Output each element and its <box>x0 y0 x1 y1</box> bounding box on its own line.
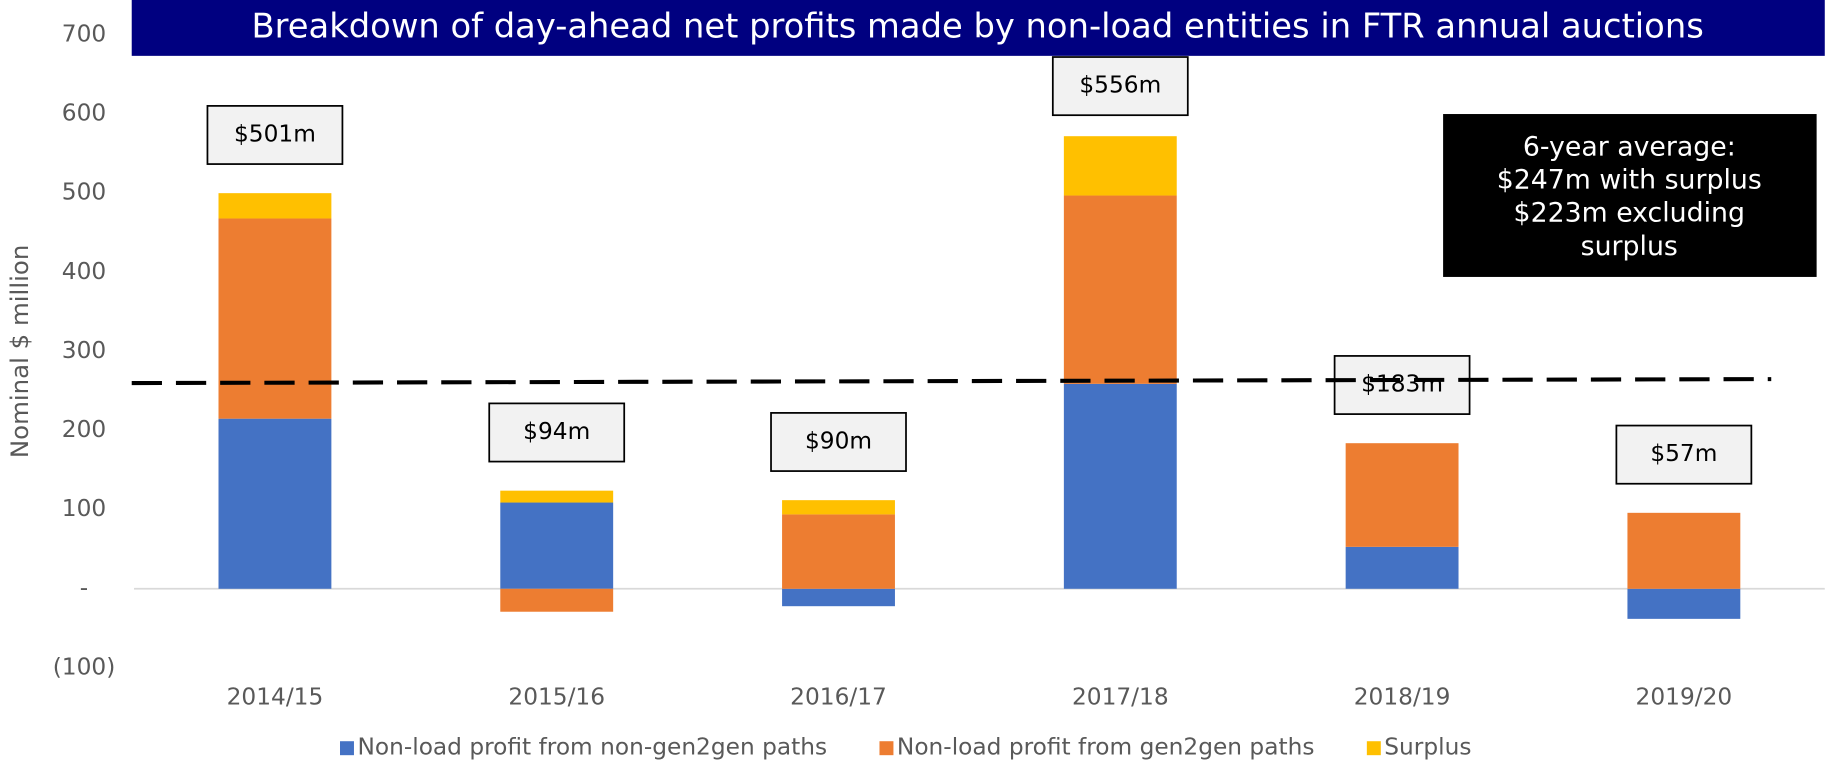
bar-segment <box>782 514 895 589</box>
x-tick-label: 2017/18 <box>1072 684 1169 711</box>
x-tick-label: 2016/17 <box>790 684 887 711</box>
bar-label: $57m <box>1650 440 1717 467</box>
bar-segment <box>1063 195 1177 384</box>
bar-segment <box>1063 136 1177 196</box>
legend-swatch <box>879 741 894 756</box>
bar-label: $94m <box>523 418 590 445</box>
y-tick-label: 300 <box>62 337 106 364</box>
legend-label: Surplus <box>1384 734 1471 761</box>
y-axis-label: Nominal $ million <box>5 245 34 458</box>
bar-segment <box>782 500 895 515</box>
x-tick-label: 2018/19 <box>1354 684 1451 711</box>
bar-segment <box>1345 443 1459 547</box>
y-tick-label: 600 <box>62 100 106 127</box>
bar-label-box <box>770 412 907 472</box>
y-tick-label: 700 <box>62 20 106 47</box>
bar-label-box <box>206 105 344 165</box>
legend-label: Non-load profit from non-gen2gen paths <box>357 734 827 761</box>
average-note: surplus <box>1581 231 1678 262</box>
average-box <box>1443 114 1817 277</box>
average-note: 6-year average: <box>1523 131 1736 162</box>
bar-segment <box>1627 588 1741 619</box>
bar-segment <box>1627 512 1741 589</box>
average-note: $223m excluding <box>1514 198 1745 229</box>
y-tick-label: 400 <box>62 258 106 285</box>
bar-label-box <box>488 402 626 463</box>
x-tick-label: 2014/15 <box>227 684 324 711</box>
bar-segment <box>1345 546 1459 589</box>
bar-label: $501m <box>234 120 316 147</box>
legend-swatch <box>1366 741 1381 756</box>
y-tick-label: 100 <box>62 495 106 522</box>
bar-label-box <box>1333 355 1471 415</box>
bar-segment <box>500 502 614 589</box>
bar-label: $90m <box>805 427 872 454</box>
bar-segment <box>218 218 332 419</box>
legend-label: Non-load profit from gen2gen paths <box>897 734 1315 761</box>
y-tick-label: (100) <box>53 653 116 680</box>
x-tick-label: 2019/20 <box>1636 684 1733 711</box>
average-line <box>131 377 1772 386</box>
bar-label-box <box>1051 56 1189 117</box>
title-bar <box>131 0 1825 56</box>
bar-label-box <box>1615 424 1753 485</box>
y-tick-label: 500 <box>62 179 106 206</box>
bar-segment <box>1063 383 1177 589</box>
x-tick-label: 2015/16 <box>508 684 605 711</box>
bar-segment <box>782 588 895 607</box>
bar-label: $183m <box>1361 371 1443 398</box>
bar-segment <box>500 490 614 503</box>
bar-label: $556m <box>1079 72 1161 99</box>
y-tick-label: - <box>80 574 88 601</box>
bar-segment <box>500 588 614 612</box>
chart-title: Breakdown of day-ahead net profits made … <box>252 6 1704 45</box>
average-note: $247m with surplus <box>1497 164 1762 195</box>
bar-segment <box>218 193 332 219</box>
legend-swatch <box>340 741 354 756</box>
bar-segment <box>218 418 332 589</box>
y-tick-label: 200 <box>62 416 106 443</box>
